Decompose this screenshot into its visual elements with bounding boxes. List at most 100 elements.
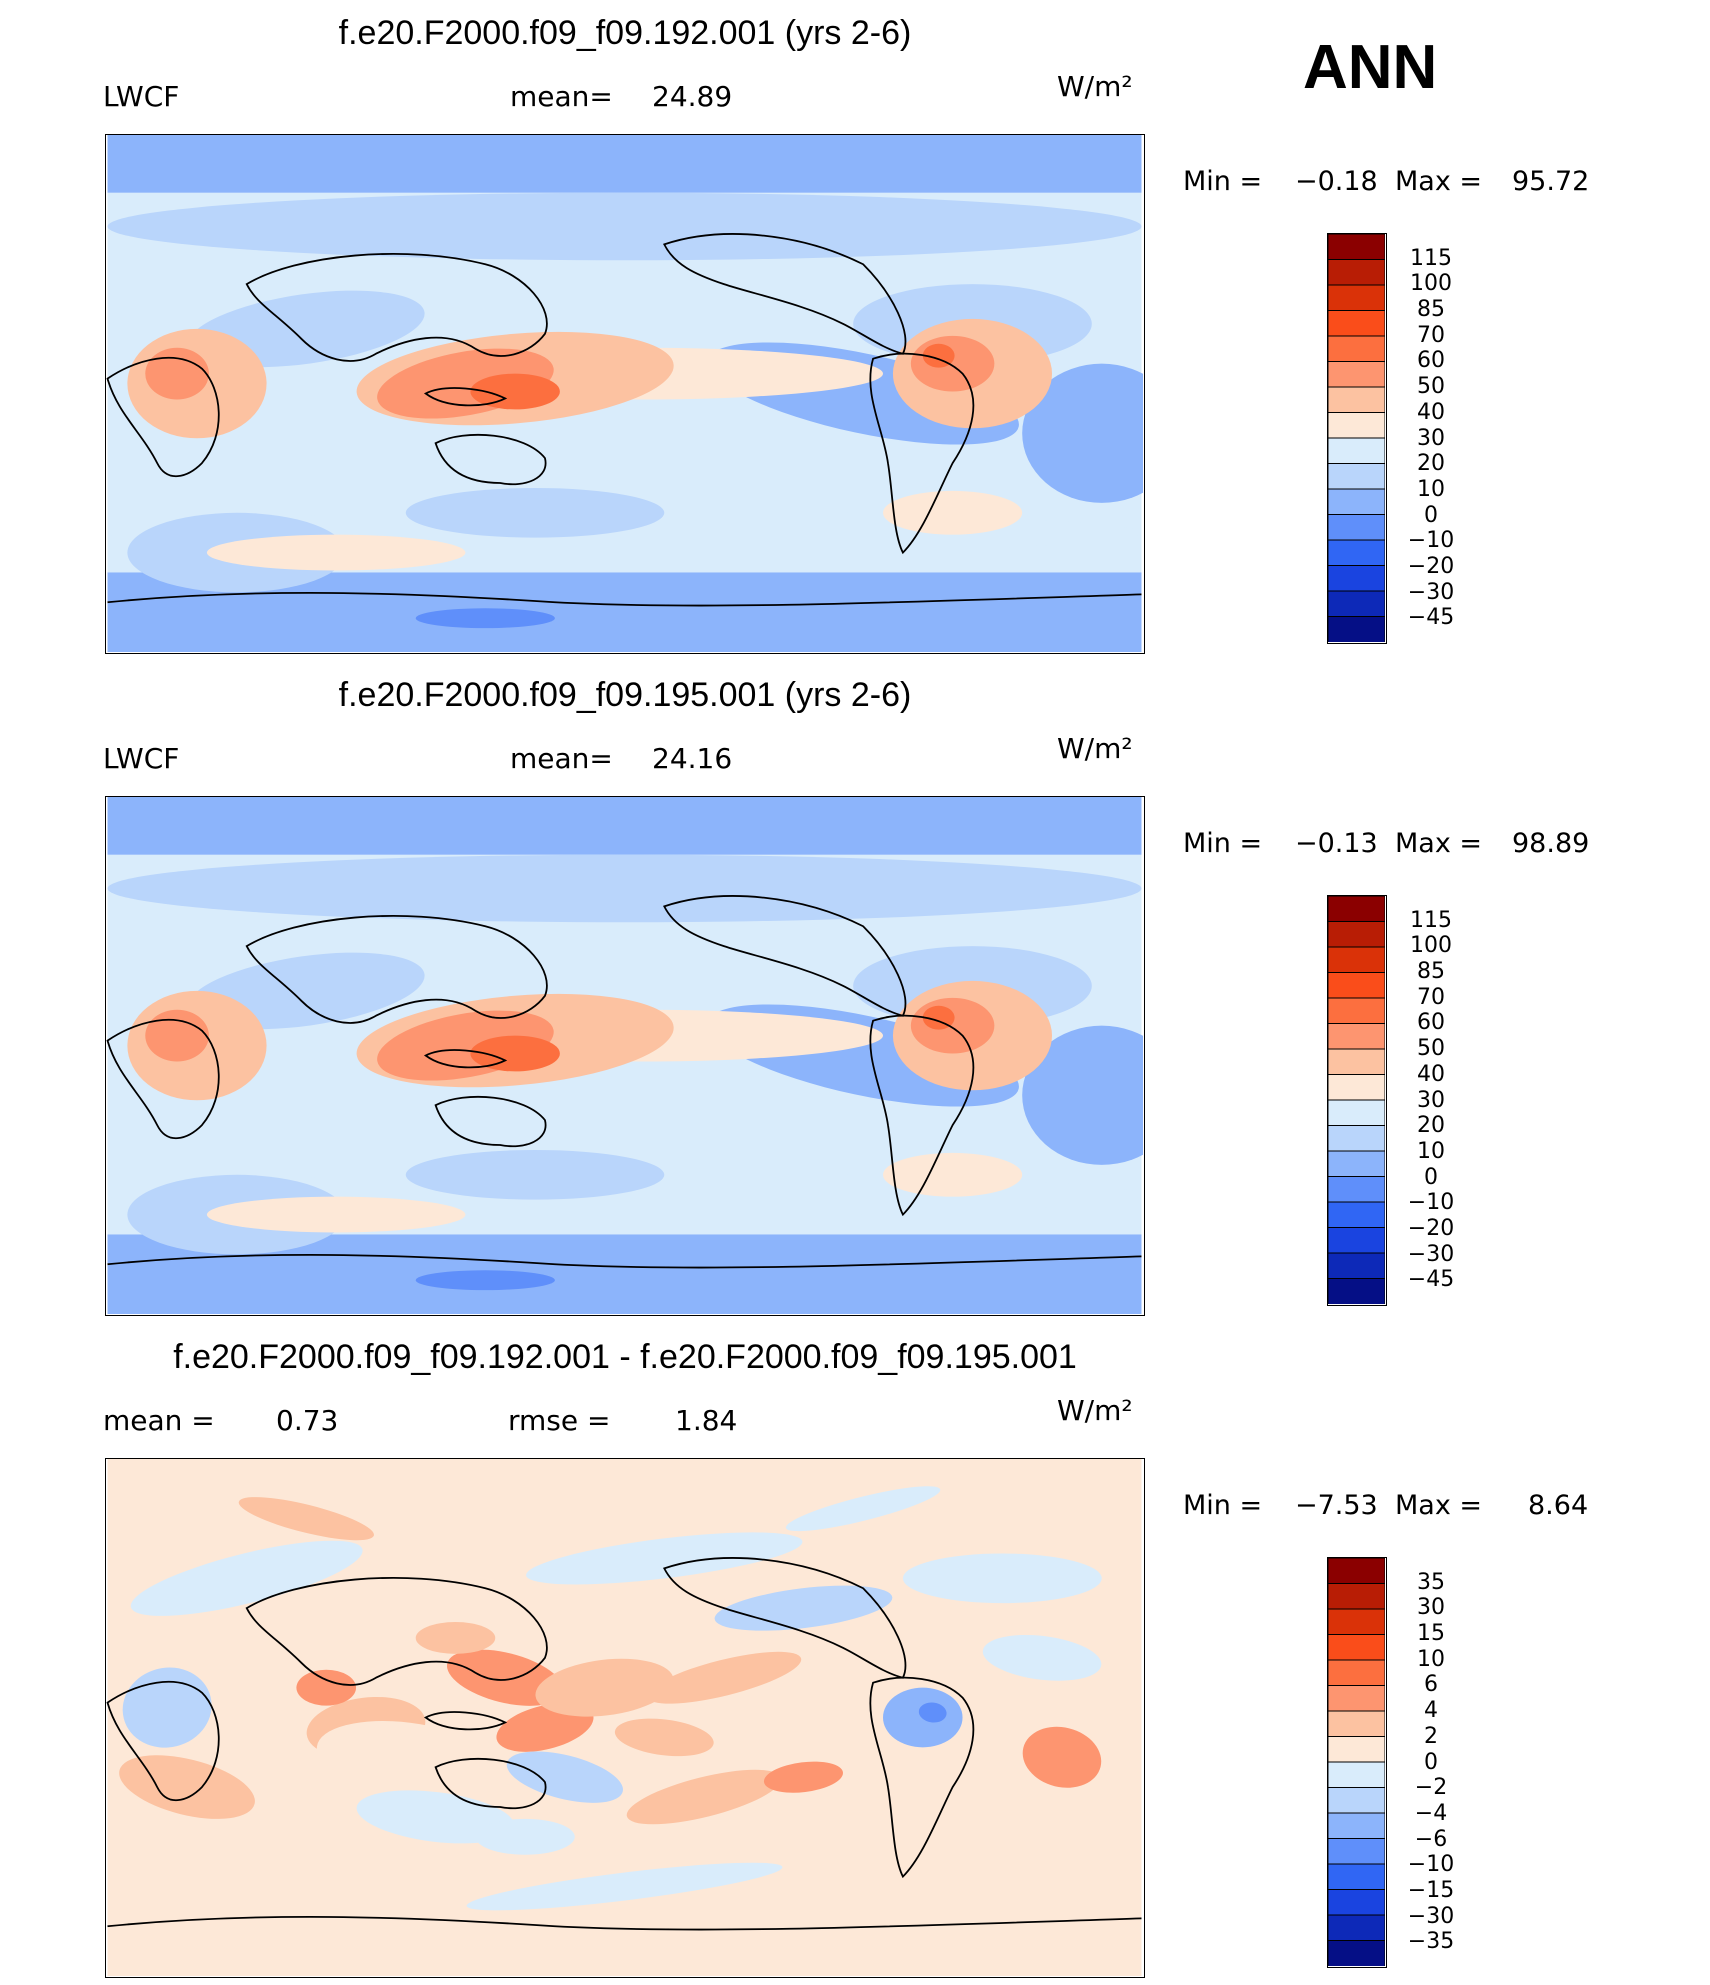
panel3-min-label: Min = <box>1183 1490 1263 1521</box>
colorbar-tick-label: 6 <box>1424 1672 1438 1698</box>
anomaly-patch <box>1022 1726 1102 1788</box>
congo-core <box>145 347 209 400</box>
coastline <box>434 434 547 486</box>
colorbar-tick-label: 30 <box>1417 425 1445 451</box>
colorbar-swatch <box>1328 1023 1385 1051</box>
colorbar-swatch <box>1328 1583 1385 1611</box>
panel3-mean-label: mean = <box>103 1404 215 1437</box>
antarctic-minimum <box>415 608 555 629</box>
colorbar-swatch <box>1328 1710 1385 1738</box>
colorbar-swatch <box>1328 565 1385 593</box>
coastline <box>663 1557 907 1679</box>
colorbar-tick-label: −15 <box>1407 1877 1455 1903</box>
panel2-min-label: Min = <box>1183 828 1263 859</box>
colorbar-swatch <box>1328 1838 1385 1866</box>
colorbar-tick-label: 2 <box>1424 1723 1438 1749</box>
coastline <box>245 253 548 362</box>
coastline <box>423 1711 508 1731</box>
anomaly-patch <box>626 1769 782 1825</box>
colorbar-tick-label: −10 <box>1407 1852 1455 1878</box>
se-atlantic-low <box>1022 363 1143 503</box>
colorbar-swatch <box>1328 1940 1385 1966</box>
arctic-band <box>107 797 1142 855</box>
colorbar-tick-label: 0 <box>1424 502 1438 528</box>
panel3-mean-value: 0.73 <box>276 1404 339 1437</box>
colorbar-swatch <box>1328 1099 1385 1127</box>
anomaly-patch <box>614 1718 714 1757</box>
colorbar-swatch <box>1328 1634 1385 1662</box>
warm-pool-core <box>470 373 560 410</box>
argentina-warm-band <box>883 1152 1023 1197</box>
coastline <box>869 352 975 555</box>
coastline <box>106 1680 220 1802</box>
se-atlantic-low <box>1022 1025 1143 1165</box>
anomaly-patch <box>526 1532 803 1585</box>
colorbar-swatch <box>1328 284 1385 312</box>
anomaly-patch <box>785 1486 941 1532</box>
anomaly-patch <box>119 1755 255 1819</box>
colorbar-swatch <box>1328 1761 1385 1789</box>
colorbar-swatch <box>1328 514 1385 542</box>
anomaly-patch <box>238 1497 374 1541</box>
panel2-units: W/m² <box>1057 732 1133 765</box>
colorbar-tick-label: 100 <box>1410 933 1452 959</box>
colorbar-swatch <box>1328 1176 1385 1204</box>
colorbar-swatch <box>1328 488 1385 516</box>
colorbar-tick-label: 50 <box>1417 1036 1445 1062</box>
coastline <box>106 356 220 478</box>
colorbar-tick-label: −35 <box>1407 1929 1455 1955</box>
panel2-max-label: Max = <box>1395 828 1483 859</box>
colorbar-swatch <box>1328 1074 1385 1102</box>
colorbar-swatch <box>1328 463 1385 491</box>
panel2-map <box>105 796 1145 1316</box>
panel1-variable-label: LWCF <box>103 80 180 113</box>
colorbar-tick-label: 60 <box>1417 1010 1445 1036</box>
colorbar-tick-label: 50 <box>1417 374 1445 400</box>
colorbar-swatch <box>1328 1914 1385 1942</box>
anomaly-patch <box>646 1651 802 1704</box>
colorbar-tick-label: 10 <box>1417 476 1445 502</box>
colorbar-tick-label: −20 <box>1407 553 1455 579</box>
colorbar-swatch <box>1328 972 1385 1000</box>
panel1-min-value: −0.18 <box>1295 166 1378 197</box>
coastline <box>869 1676 975 1879</box>
colorbar-swatch <box>1328 1227 1385 1255</box>
anomaly-patch <box>466 1862 783 1911</box>
coastline <box>663 895 907 1017</box>
panel2-contour-field <box>106 797 1143 1314</box>
coastline <box>434 1758 547 1810</box>
panel3-rmse-label: rmse = <box>508 1404 611 1437</box>
colorbar-tick-label: 4 <box>1424 1698 1438 1724</box>
coastline <box>434 1096 547 1148</box>
panel1-max-label: Max = <box>1395 166 1483 197</box>
colorbar-tick-label: 20 <box>1417 451 1445 477</box>
colorbar-swatch <box>1328 1863 1385 1891</box>
colorbar-swatch <box>1328 1558 1385 1585</box>
colorbar-swatch <box>1328 1685 1385 1713</box>
arctic-band <box>107 135 1142 193</box>
coastline <box>245 915 548 1024</box>
colorbar-swatch <box>1328 1608 1385 1636</box>
colorbar-tick-label: 15 <box>1417 1621 1445 1647</box>
congo-core <box>145 1009 209 1062</box>
coastline <box>663 233 907 355</box>
panel3-units: W/m² <box>1057 1394 1133 1427</box>
colorbar-swatch <box>1328 921 1385 949</box>
panel1-max-value: 95.72 <box>1512 166 1590 197</box>
coastline <box>423 387 508 407</box>
panel2-title: f.e20.F2000.f09_f09.195.001 (yrs 2-6) <box>338 676 912 714</box>
southern-warm-band <box>206 1196 466 1233</box>
panel1-title: f.e20.F2000.f09_f09.192.001 (yrs 2-6) <box>338 14 912 52</box>
colorbar-tick-label: 30 <box>1417 1087 1445 1113</box>
anomaly-patch <box>122 1667 212 1748</box>
colorbar-swatch <box>1328 1125 1385 1153</box>
colorbar-swatch <box>1328 616 1385 642</box>
colorbar-swatch <box>1328 896 1385 923</box>
colorbar-tick-label: 40 <box>1417 399 1445 425</box>
panel2-max-value: 98.89 <box>1512 828 1590 859</box>
coastline <box>107 1253 1142 1269</box>
panel1-mean-label: mean= <box>510 80 613 113</box>
colorbar-tick-label: 35 <box>1417 1569 1445 1595</box>
panel1-units: W/m² <box>1057 70 1133 103</box>
north-storm-track <box>107 854 1142 923</box>
